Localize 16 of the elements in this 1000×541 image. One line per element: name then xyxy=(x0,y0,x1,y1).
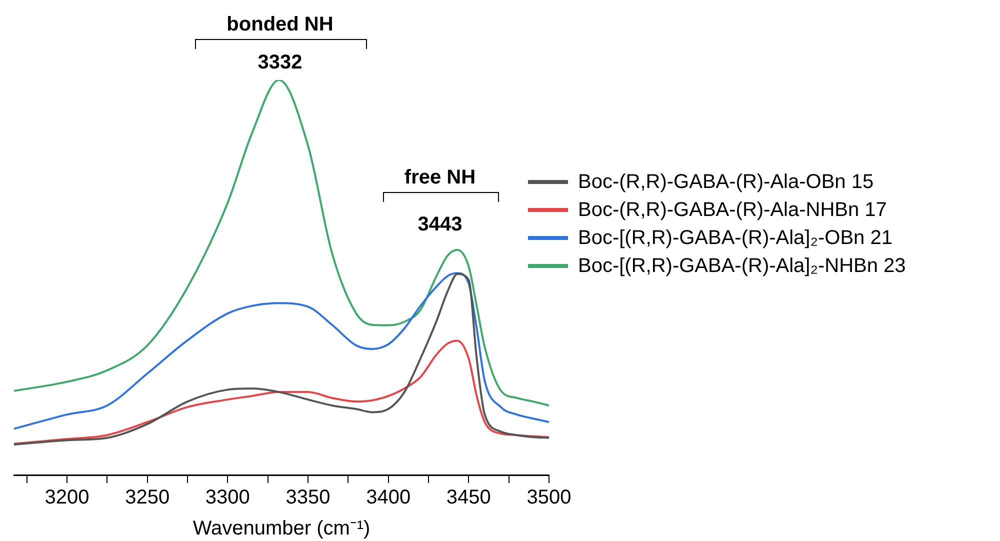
x-tick-label: 3400 xyxy=(366,486,411,509)
x-tick-label: 3500 xyxy=(526,486,572,509)
annotation: 3443 xyxy=(418,214,462,236)
x-tick-label: 3450 xyxy=(446,486,491,509)
x-tick-label: 3250 xyxy=(125,486,170,509)
x-tick-label: 3350 xyxy=(286,486,330,509)
legend-label: Boc-(R,R)-GABA-(R)-Ala-NHBn 17 xyxy=(578,198,887,222)
legend-label: Boc-[(R,R)-GABA-(R)-Ala]₂-OBn 21 xyxy=(578,226,892,250)
text: bonded NH xyxy=(226,14,334,36)
legend-label: Boc-[(R,R)-GABA-(R)-Ala]₂-NHBn 23 xyxy=(578,254,906,278)
x-tick-label: 3300 xyxy=(205,486,250,509)
x-axis-title: Wavenumber (cm⁻¹) xyxy=(192,518,370,540)
annotation: free NH xyxy=(404,166,476,190)
x-tick-label: 3200 xyxy=(44,486,90,509)
text: 3332 xyxy=(258,52,302,74)
legend-label: Boc-(R,R)-GABA-(R)-Ala-OBn 15 xyxy=(578,170,874,194)
